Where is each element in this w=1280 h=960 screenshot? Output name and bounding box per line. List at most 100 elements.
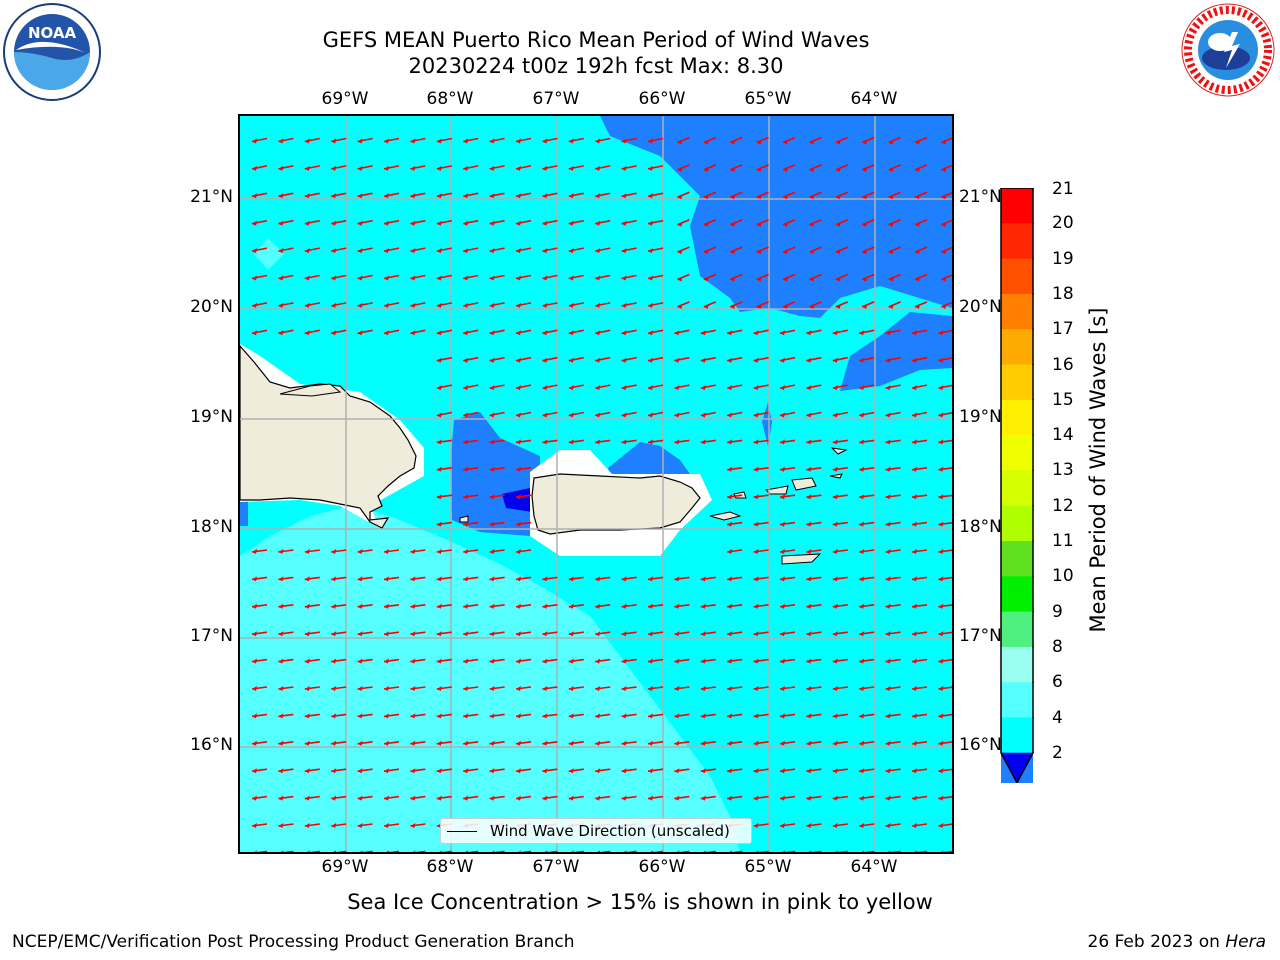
wind-wave-arrowhead [252,220,257,226]
wind-wave-arrowhead [648,220,653,226]
wind-wave-arrowhead [915,249,920,255]
wind-wave-arrowhead [730,139,736,145]
map-canvas [240,116,952,852]
wind-wave-arrow [916,850,928,852]
wind-wave-arrowhead [463,795,469,801]
ocean-2-4-region [240,500,248,526]
wind-wave-arrowhead [463,412,469,418]
wind-wave-arrowhead [915,303,920,309]
wind-wave-arrowhead [568,576,574,582]
wind-wave-arrowhead [938,823,944,828]
wind-wave-arrowhead [700,686,706,691]
wind-wave-arrowhead [806,795,812,801]
wind-wave-arrowhead [304,740,310,746]
wind-wave-arrowhead [331,686,337,691]
wind-wave-arrowhead [806,768,812,774]
wind-wave-arrowhead [304,713,310,719]
wind-wave-arrowhead [835,194,841,200]
tortuga-island [279,383,342,397]
wind-wave-arrowhead [489,631,495,637]
colorbar-band [1001,682,1033,718]
wind-wave-arrowhead [730,303,736,309]
wind-wave-arrowhead [436,631,442,637]
wind-wave-arrow [652,850,664,852]
wind-wave-arrowhead [806,686,812,691]
wind-wave-arrowhead [888,139,894,145]
wind-wave-arrowhead [278,795,284,801]
colorbar-tick-label: 8 [1052,636,1063,657]
footer-branch: NCEP/EMC/Verification Post Processing Pr… [12,932,575,952]
wind-wave-arrowhead [516,658,521,664]
wind-wave-arrowhead [938,494,944,500]
wind-wave-arrowhead [730,194,736,200]
wind-wave-arrowhead [832,330,838,336]
wind-wave-arrowhead [278,740,284,746]
wind-wave-arrowhead [753,549,759,554]
wind-wave-arrowhead [912,823,917,828]
wind-wave-arrowhead [806,412,812,418]
wind-wave-arrow [520,850,532,852]
wind-wave-arrowhead [756,139,762,145]
wind-wave-arrowhead [938,603,944,609]
colorbar-band [1001,223,1033,260]
wind-wave-arrowhead [648,302,653,308]
wind-wave-arrowhead [859,713,865,719]
wind-wave-arrowhead [806,549,812,554]
wind-wave-arrowhead [410,248,416,254]
wind-wave-arrowhead [384,631,389,637]
map-title: GEFS MEAN Puerto Rico Mean Period of Win… [322,28,870,52]
wind-wave-arrowhead [568,631,574,637]
colorbar-outline [1000,188,1034,783]
wind-wave-arrowhead [331,795,337,801]
wind-wave-arrowhead [331,193,337,199]
wind-wave-arrowhead [859,603,865,609]
wind-wave-arrowhead [648,385,653,391]
wind-wave-arrowhead [304,823,310,828]
wind-wave-arrowhead [915,194,920,200]
lat-label-left: 21°N [190,187,233,207]
wind-wave-arrowhead [780,494,785,500]
wind-wave-arrowhead [756,303,762,309]
wind-wave-arrowhead [252,740,257,746]
wind-wave-arrowhead [357,220,363,226]
wind-wave-arrowhead [307,850,310,852]
wind-wave-arrowhead [806,466,812,472]
wind-wave-arrowhead [674,658,680,664]
colorbar-band [1001,364,1033,401]
wind-wave-arrowhead [516,439,521,445]
wind-wave-arrowhead [410,603,416,609]
wind-wave-arrowhead [780,713,785,719]
wind-wave-arrowhead [700,795,706,801]
wind-wave-arrowhead [304,631,310,637]
wind-wave-arrowhead [436,412,442,418]
wind-wave-arrowhead [885,494,891,500]
wind-wave-arrowhead [941,221,947,227]
wind-wave-arrowhead [727,631,733,637]
wind-wave-arrowhead [648,193,653,199]
wind-wave-arrowhead [595,439,601,445]
lat-label-right: 19°N [959,407,1002,427]
wind-wave-arrowhead [809,194,815,200]
wind-wave-arrowhead [888,276,894,282]
footer-date: 26 Feb 2023 on Hera [1088,932,1266,952]
wind-wave-arrowhead [753,466,759,472]
wind-wave-arrowhead [940,850,944,852]
wind-wave-arrowhead [832,385,838,391]
wind-wave-arrowhead [410,713,416,719]
wind-wave-arrowhead [756,194,762,200]
wind-wave-arrowhead [862,303,868,309]
wind-wave-arrowhead [859,740,865,746]
wind-wave-arrowhead [489,603,495,609]
wind-wave-arrowhead [648,768,653,774]
colorbar-band [1001,435,1033,471]
wind-wave-arrowhead [859,658,865,664]
lat-label-right: 20°N [959,297,1002,317]
wind-wave-arrowhead [703,221,709,227]
wind-wave-arrowhead [806,576,812,582]
wind-wave-arrowhead [862,221,868,227]
wind-wave-arrowhead [621,658,627,664]
wind-wave-arrowhead [304,549,310,554]
wind-wave-arrowhead [331,603,337,609]
wind-wave-arrowhead [595,248,601,254]
wind-wave-arrowhead [410,740,416,746]
